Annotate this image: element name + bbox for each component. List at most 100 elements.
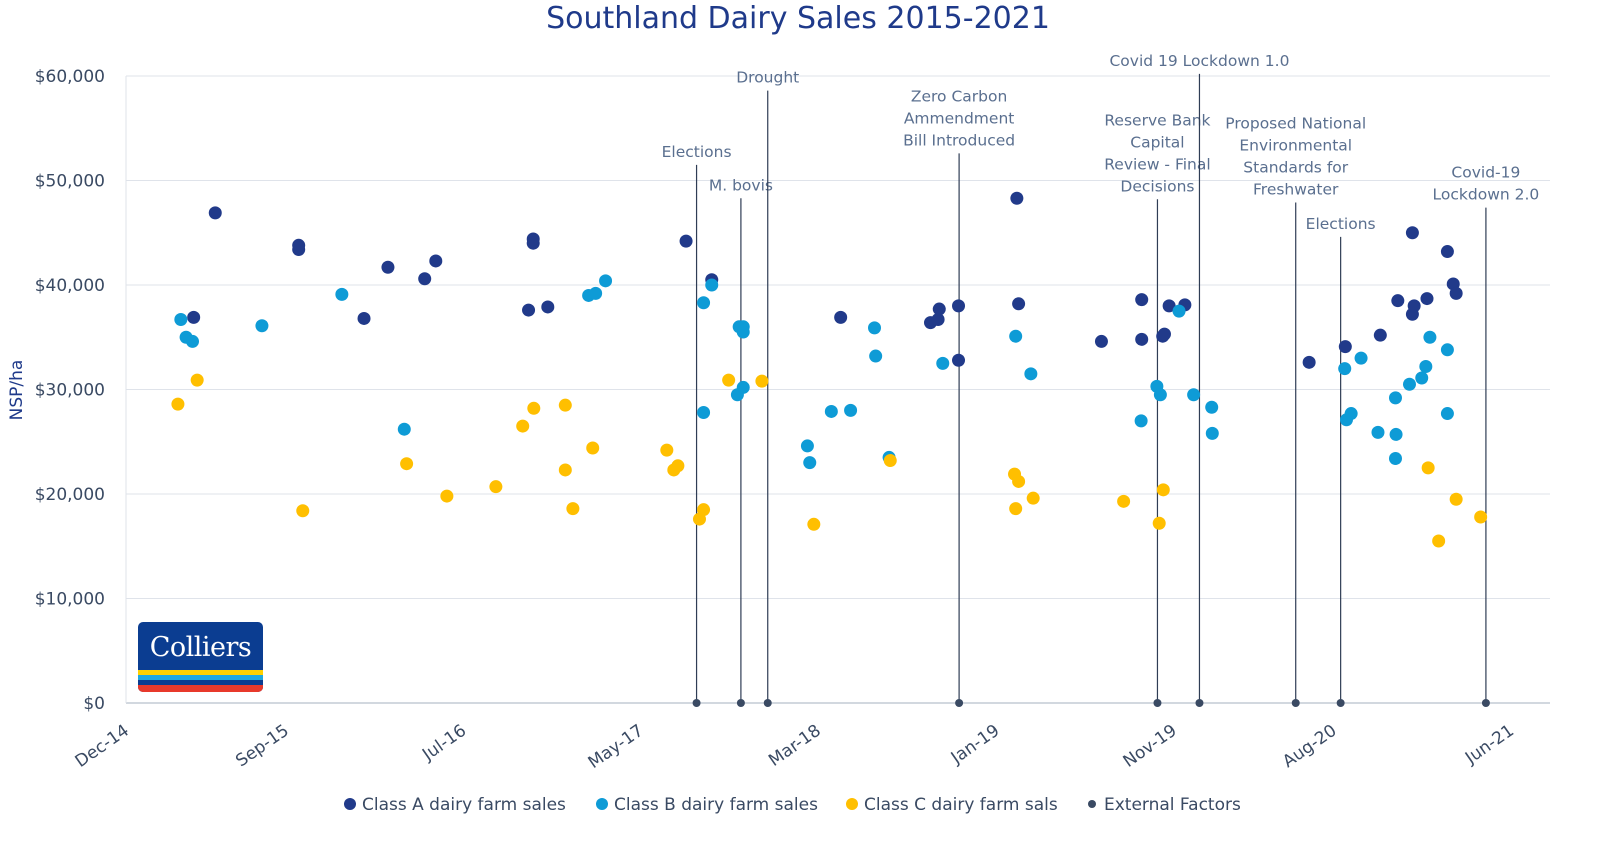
- data-point: [296, 504, 310, 518]
- data-point: [526, 232, 540, 246]
- x-tick-label: Dec-14: [72, 721, 133, 772]
- data-point: [1432, 534, 1446, 548]
- data-point: [1094, 334, 1108, 348]
- event-label: Environmental: [1239, 136, 1352, 154]
- data-point: [522, 303, 536, 317]
- data-point: [1172, 304, 1186, 318]
- data-point: [292, 238, 306, 252]
- data-points: [171, 191, 1488, 548]
- data-point: [1187, 388, 1201, 402]
- data-point: [660, 443, 674, 457]
- data-point: [736, 325, 750, 339]
- data-point: [736, 380, 750, 394]
- data-point: [952, 353, 966, 367]
- event-label: Covid 19 Lockdown 1.0: [1109, 52, 1289, 70]
- data-point: [1026, 491, 1040, 505]
- legend-label: Class C dairy farm sals: [864, 795, 1058, 815]
- gridlines: [125, 75, 1550, 704]
- x-tick-label: Aug-20: [1279, 721, 1340, 772]
- event-label: Lockdown 2.0: [1433, 186, 1540, 204]
- y-tick-label: $30,000: [35, 381, 105, 401]
- legend-label: Class A dairy farm sales: [362, 795, 566, 815]
- external-factor-events: Elections M. bovis Drought Zero Carbon Ammen…: [662, 52, 1540, 707]
- data-point: [1421, 461, 1435, 475]
- event-marker: [692, 699, 701, 707]
- data-point: [1205, 426, 1219, 440]
- legend: Class A dairy farm sales Class B dairy fa…: [344, 795, 1241, 815]
- event-label: Elections: [662, 143, 732, 161]
- data-point: [1440, 245, 1454, 259]
- data-point: [255, 319, 269, 333]
- data-point: [1405, 226, 1419, 240]
- data-point: [844, 403, 858, 417]
- data-point: [1009, 502, 1023, 516]
- data-point: [1407, 299, 1421, 313]
- x-tick-label: Mar-18: [765, 721, 825, 771]
- data-point: [1205, 400, 1219, 414]
- data-point: [1010, 191, 1024, 205]
- data-point: [335, 287, 349, 301]
- data-point: [440, 489, 454, 503]
- event-label: Review - Final: [1104, 155, 1210, 173]
- data-point: [800, 439, 814, 453]
- data-point: [1012, 297, 1026, 311]
- data-point: [1156, 483, 1170, 497]
- logo-stripe-navy: [138, 680, 263, 686]
- data-point: [381, 260, 395, 274]
- data-point: [936, 356, 950, 370]
- data-point: [208, 206, 222, 220]
- data-point: [697, 503, 711, 517]
- y-axis-ticks: $0 $10,000 $20,000 $30,000 $40,000 $50,000 $60…: [35, 67, 105, 714]
- data-point: [1135, 293, 1149, 307]
- data-point: [1415, 371, 1429, 385]
- data-point: [1162, 299, 1176, 313]
- data-point: [174, 312, 188, 326]
- event-marker: [1336, 699, 1345, 707]
- data-point: [1388, 451, 1402, 465]
- data-point: [1388, 391, 1402, 405]
- event-label: Ammendment: [904, 109, 1015, 127]
- data-point: [1389, 427, 1403, 441]
- data-point: [516, 419, 530, 433]
- data-point: [1391, 294, 1405, 308]
- data-point: [187, 310, 201, 324]
- legend-label: External Factors: [1104, 795, 1241, 815]
- data-point: [932, 302, 946, 316]
- event-marker: [1291, 699, 1300, 707]
- legend-marker: [846, 798, 858, 810]
- y-tick-label: $20,000: [35, 485, 105, 505]
- data-point: [558, 463, 572, 477]
- event-marker: [736, 699, 745, 707]
- data-point: [824, 404, 838, 418]
- data-point: [697, 405, 711, 419]
- data-point: [397, 422, 411, 436]
- data-point: [186, 334, 200, 348]
- x-tick-label: Sep-15: [232, 721, 292, 772]
- legend-marker: [596, 798, 608, 810]
- data-point: [931, 312, 945, 326]
- data-point: [679, 234, 693, 248]
- data-point: [1153, 388, 1167, 402]
- y-tick-label: $60,000: [35, 67, 105, 87]
- data-point: [1012, 474, 1026, 488]
- data-point: [558, 398, 572, 412]
- data-point: [1344, 407, 1358, 421]
- data-point: [671, 459, 685, 473]
- data-point: [171, 397, 185, 411]
- x-axis-ticks: Dec-14 Sep-15 Jul-16 May-17 Mar-18 Jan-19 Nov-…: [72, 721, 1518, 773]
- data-point: [429, 254, 443, 268]
- data-point: [883, 454, 897, 468]
- event-label: Decisions: [1120, 177, 1194, 195]
- data-point: [1402, 377, 1416, 391]
- data-point: [1354, 351, 1368, 365]
- data-point: [589, 286, 603, 300]
- legend-marker: [344, 798, 356, 810]
- y-tick-label: $0: [83, 694, 105, 714]
- data-point: [834, 310, 848, 324]
- data-point: [357, 311, 371, 325]
- data-point: [1419, 360, 1433, 374]
- data-point: [1423, 330, 1437, 344]
- data-point: [1009, 329, 1023, 343]
- x-tick-label: May-17: [585, 721, 648, 773]
- data-point: [697, 296, 711, 310]
